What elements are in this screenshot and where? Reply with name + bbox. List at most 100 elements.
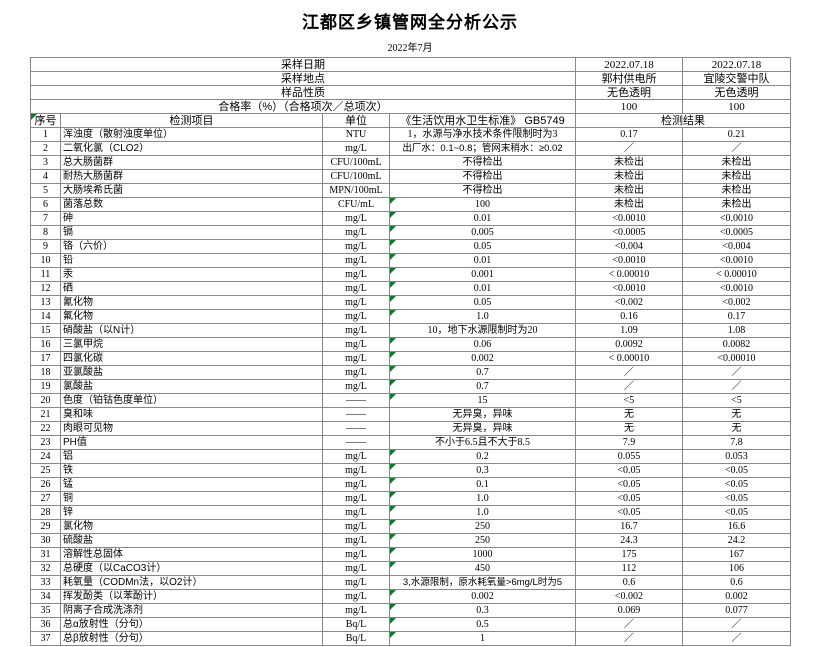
row-result-site-2: 无 [682, 421, 791, 436]
table-row: 35 阴离子合成洗涤剂 mg/L 0.3 0.069 0.077 [30, 603, 791, 618]
row-result-site-2: 0.053 [682, 449, 791, 464]
row-unit: mg/L [322, 141, 390, 156]
column-header-no: 序号 [30, 113, 61, 128]
row-result-site-1: 0.17 [575, 127, 683, 142]
meta-value: 100 [575, 99, 683, 114]
row-number: 31 [30, 547, 61, 562]
row-result-site-1: ／ [575, 617, 683, 632]
row-item-name: 耐热大肠菌群 [60, 169, 323, 184]
row-standard-limit: 0.1 [389, 477, 576, 492]
table-row: 4 耐热大肠菌群 CFU/100mL 不得检出 未检出 未检出 [30, 169, 791, 184]
column-header-row: 序号 检测项目 单位 《生活饮用水卫生标准》 GB5749 检测结果 [30, 113, 791, 128]
page-title: 江都区乡镇管网全分析公示 [302, 13, 518, 32]
meta-label: 样品性质 [30, 85, 576, 100]
row-standard-limit: 1.0 [389, 491, 576, 506]
row-result-site-2: <5 [682, 393, 791, 408]
row-result-site-2: 106 [682, 561, 791, 576]
row-result-site-1: 0.055 [575, 449, 683, 464]
row-item-name: 臭和味 [60, 407, 323, 422]
row-number: 29 [30, 519, 61, 534]
row-result-site-1: <0.05 [575, 463, 683, 478]
analysis-table: 采样日期 2022.07.18 2022.07.18 采样地点 郭村供电所 宜陵交警中队样… [30, 57, 791, 646]
row-result-site-2: 7.8 [682, 435, 791, 450]
table-row: 1 浑浊度（散射浊度单位） NTU 1，水源与净水技术条件限制时为3 0.17 0.21 [30, 127, 791, 142]
row-result-site-2: ／ [682, 379, 791, 394]
row-result-site-1: <0.0005 [575, 225, 683, 240]
table-row: 28 锌 mg/L 1.0 <0.05 <0.05 [30, 505, 791, 520]
row-number: 8 [30, 225, 61, 240]
row-unit: mg/L [322, 547, 390, 562]
row-standard-limit: 0.005 [389, 225, 576, 240]
row-result-site-1: <5 [575, 393, 683, 408]
meta-value: 郭村供电所 [575, 71, 683, 86]
row-number: 25 [30, 463, 61, 478]
meta-label: 合格率（%）（合格项次／总项次） [30, 99, 576, 114]
row-standard-limit: 0.002 [389, 351, 576, 366]
row-result-site-2: 0.0082 [682, 337, 791, 352]
row-unit: —— [322, 421, 390, 436]
water-quality-report-page: 江都区乡镇管网全分析公示 2022年7月 采样日期 2022.07.18 2022.… [0, 8, 820, 647]
table-row: 23 PH值 —— 不小于6.5且不大于8.5 7.9 7.8 [30, 435, 791, 450]
meta-value: 无色透明 [682, 85, 791, 100]
row-item-name: 溶解性总固体 [60, 547, 323, 562]
row-result-site-1: <0.05 [575, 491, 683, 506]
meta-row: 合格率（%）（合格项次／总项次） 100 100 [30, 99, 791, 114]
row-result-site-2: 未检出 [682, 155, 791, 170]
row-number: 12 [30, 281, 61, 296]
row-number: 28 [30, 505, 61, 520]
row-unit: mg/L [322, 309, 390, 324]
meta-row: 采样地点 郭村供电所 宜陵交警中队 [30, 71, 791, 86]
row-result-site-2: <0.0010 [682, 211, 791, 226]
row-number: 17 [30, 351, 61, 366]
row-number: 22 [30, 421, 61, 436]
row-unit: mg/L [322, 351, 390, 366]
row-unit: mg/L [322, 211, 390, 226]
row-result-site-2: <0.05 [682, 477, 791, 492]
row-result-site-2: <0.05 [682, 505, 791, 520]
row-item-name: 亚氯酸盐 [60, 365, 323, 380]
row-unit: mg/L [322, 505, 390, 520]
row-number: 26 [30, 477, 61, 492]
row-unit: —— [322, 435, 390, 450]
row-standard-limit: 0.7 [389, 365, 576, 380]
row-item-name: 总大肠菌群 [60, 155, 323, 170]
table-row: 22 肉眼可见物 —— 无异臭，异味无无 [30, 421, 791, 436]
row-standard-limit: 1.0 [389, 309, 576, 324]
row-item-name: 菌落总数 [60, 197, 323, 212]
meta-value: 100 [682, 99, 791, 114]
table-row: 12 硒 mg/L 0.01 <0.0010 <0.0010 [30, 281, 791, 296]
row-item-name: 总硬度（以CaCO3计） [60, 561, 323, 576]
table-row: 3 总大肠菌群 CFU/100mL 不得检出 未检出 未检出 [30, 155, 791, 170]
meta-value: 宜陵交警中队 [682, 71, 791, 86]
meta-row: 样品性质 无色透明 无色透明 [30, 85, 791, 100]
row-standard-limit: 0.01 [389, 211, 576, 226]
row-result-site-2: 0.6 [682, 575, 791, 590]
row-standard-limit: 无异臭，异味 [389, 421, 576, 436]
row-result-site-1: 0.069 [575, 603, 683, 618]
table-row: 15 硝酸盐（以N计） mg/L 10，地下水源限制时为20 1.09 1.08 [30, 323, 791, 338]
row-number: 32 [30, 561, 61, 576]
row-unit: mg/L [322, 267, 390, 282]
meta-value: 2022.07.18 [682, 57, 791, 72]
row-result-site-2: 1.08 [682, 323, 791, 338]
row-standard-limit: 0.002 [389, 589, 576, 604]
row-result-site-2: <0.0010 [682, 253, 791, 268]
meta-label: 采样地点 [30, 71, 576, 86]
row-number: 3 [30, 155, 61, 170]
row-item-name: 大肠埃希氏菌 [60, 183, 323, 198]
row-number: 7 [30, 211, 61, 226]
row-item-name: 氯酸盐 [60, 379, 323, 394]
row-standard-limit: 0.001 [389, 267, 576, 282]
row-standard-limit: 250 [389, 533, 576, 548]
row-standard-limit: 0.5 [389, 617, 576, 632]
row-result-site-1: ／ [575, 141, 683, 156]
row-item-name: 浑浊度（散射浊度单位） [60, 127, 323, 142]
row-unit: mg/L [322, 281, 390, 296]
row-unit: mg/L [322, 491, 390, 506]
row-standard-limit: 3,水源限制，原水耗氧量>6mg/L时为5 [389, 575, 576, 590]
row-standard-limit: 0.2 [389, 449, 576, 464]
row-result-site-1: 1.09 [575, 323, 683, 338]
row-result-site-2: 167 [682, 547, 791, 562]
row-result-site-1: 24.3 [575, 533, 683, 548]
row-unit: mg/L [322, 477, 390, 492]
